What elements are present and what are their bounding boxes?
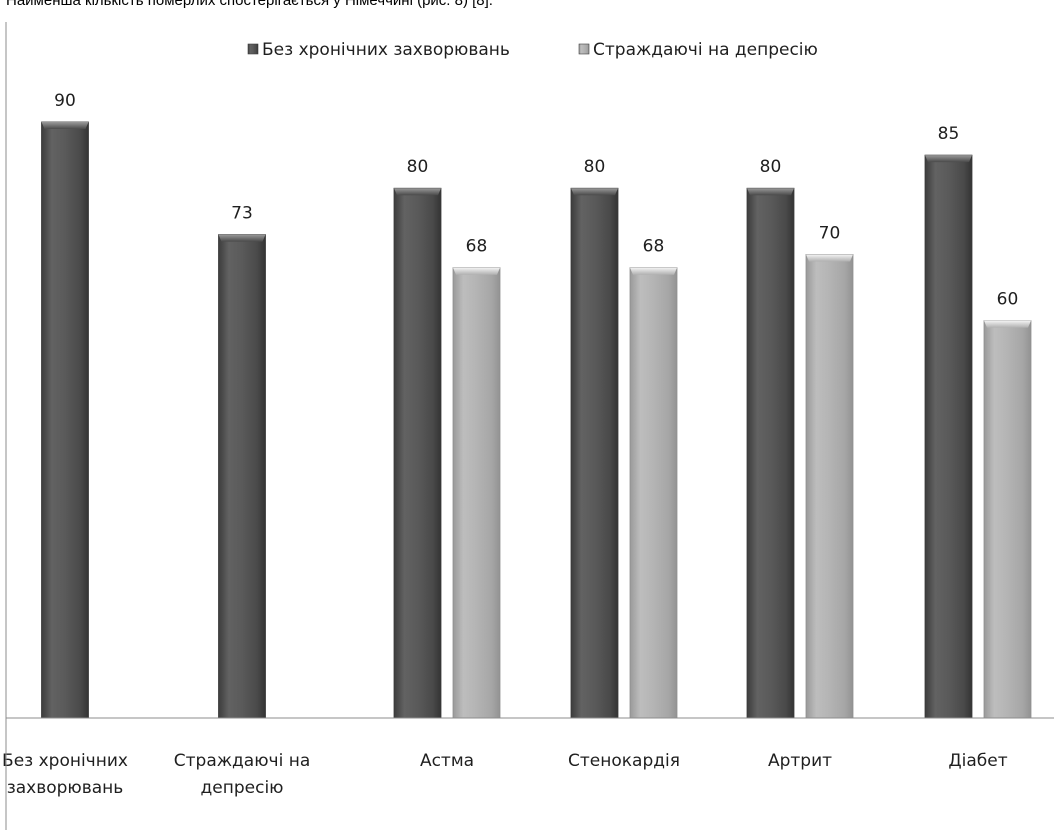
page-caption: Найменша кількість померлих спостерігаєт…	[6, 0, 493, 9]
x-tick-label-2: Страждаючі на депресію	[174, 751, 310, 798]
data-label-series-2-cat-5: 70	[819, 223, 841, 243]
data-label-series-1-cat-2: 73	[231, 204, 253, 224]
legend-swatch-series-2	[578, 43, 590, 55]
legend-label-series-2: Страждаючі на депресію	[593, 40, 818, 60]
bar-cap-series-1-cat-2	[218, 234, 266, 242]
legend-swatch-series-1	[247, 43, 259, 55]
bar-series-2-cat-6	[983, 320, 1032, 719]
bar-cap-series-1-cat-3	[394, 188, 441, 196]
bar-series-1-cat-1	[41, 121, 89, 719]
x-tick-label-1: Без хронічних захворювань	[2, 751, 128, 798]
data-label-series-2-cat-6: 60	[997, 290, 1019, 310]
bar-series-2-cat-4	[629, 267, 678, 719]
data-label-series-1-cat-1: 90	[54, 91, 76, 111]
data-label-series-1-cat-4: 80	[584, 157, 606, 177]
x-tick-label-3: Астма	[420, 751, 474, 771]
bar-series-1-cat-3	[393, 187, 442, 719]
bar-series-1-cat-4	[570, 187, 619, 719]
data-label-series-1-cat-6: 85	[938, 124, 960, 144]
data-label-series-2-cat-4: 68	[643, 237, 665, 257]
data-label-series-1-cat-3: 80	[407, 157, 429, 177]
bar-series-2-cat-5	[805, 254, 854, 719]
bar-series-1-cat-6	[924, 154, 973, 719]
bar-series-1-cat-2	[218, 234, 266, 719]
bar-cap-series-1-cat-1	[41, 122, 89, 129]
bar-cap-series-1-cat-5	[747, 188, 794, 196]
bar-cap-series-1-cat-4	[571, 188, 618, 196]
bar-cap-series-2-cat-6	[984, 320, 1031, 328]
bar-cap-series-1-cat-6	[925, 155, 972, 163]
legend-label-series-1: Без хронічних захворювань	[262, 40, 510, 60]
data-label-series-2-cat-3: 68	[466, 237, 488, 257]
bar-series-1-cat-5	[746, 187, 795, 719]
bar-series-2-cat-3	[452, 267, 501, 719]
bar-cap-series-2-cat-5	[806, 254, 853, 262]
x-tick-label-6: Діабет	[948, 751, 1007, 771]
x-tick-label-5: Артрит	[768, 751, 832, 771]
bar-cap-series-2-cat-3	[453, 267, 500, 275]
x-tick-label-4: Стенокардія	[568, 751, 680, 771]
data-label-series-1-cat-5: 80	[760, 157, 782, 177]
bar-cap-series-2-cat-4	[630, 267, 677, 275]
